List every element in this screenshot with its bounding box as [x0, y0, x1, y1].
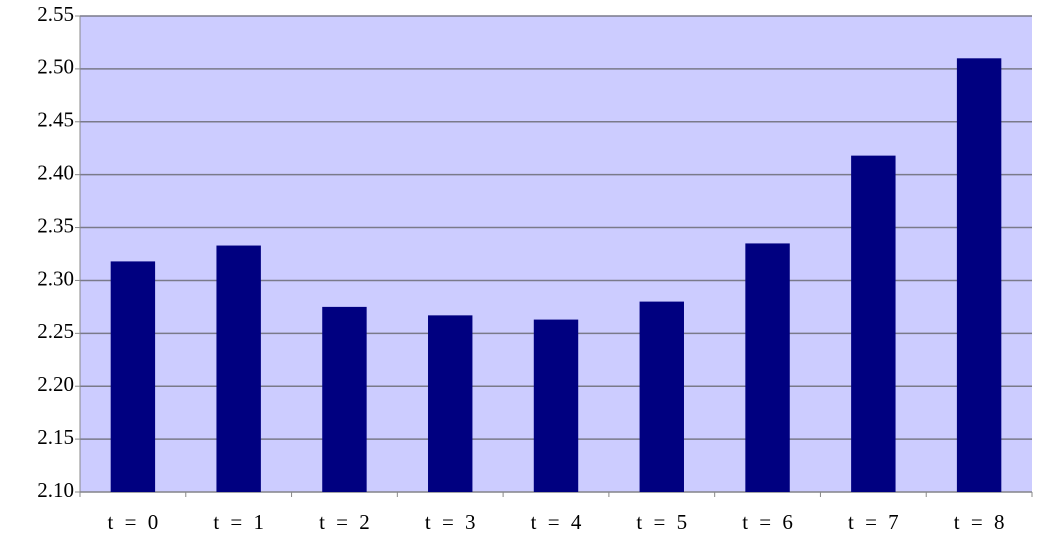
x-tick-label: t = 6 [742, 510, 793, 534]
bar [216, 245, 261, 492]
x-tick-label: t = 8 [954, 510, 1005, 534]
y-tick-label: 2.30 [37, 266, 74, 290]
x-tick-label: t = 3 [425, 510, 476, 534]
bar [322, 306, 367, 492]
x-tick-label: t = 2 [319, 510, 370, 534]
y-tick-label: 2.25 [37, 319, 74, 343]
y-tick-label: 2.10 [37, 478, 74, 502]
y-tick-label: 2.15 [37, 425, 74, 449]
bar [110, 261, 156, 492]
x-tick-label: t = 0 [108, 510, 159, 534]
y-tick-label: 2.45 [37, 108, 74, 132]
y-tick-label: 2.20 [37, 372, 74, 396]
bar [745, 243, 790, 492]
bar [639, 301, 684, 492]
x-tick-label: t = 7 [848, 510, 899, 534]
x-tick-label: t = 4 [531, 510, 582, 534]
y-tick-label: 2.40 [37, 160, 74, 184]
x-tick-label: t = 1 [213, 510, 264, 534]
bar [428, 315, 473, 492]
bar [533, 319, 579, 492]
y-tick-label: 2.55 [37, 2, 74, 26]
y-tick-label: 2.50 [37, 55, 74, 79]
x-tick-label: t = 5 [636, 510, 687, 534]
bar [956, 58, 1002, 493]
bar [851, 155, 896, 493]
y-tick-label: 2.35 [37, 213, 74, 237]
